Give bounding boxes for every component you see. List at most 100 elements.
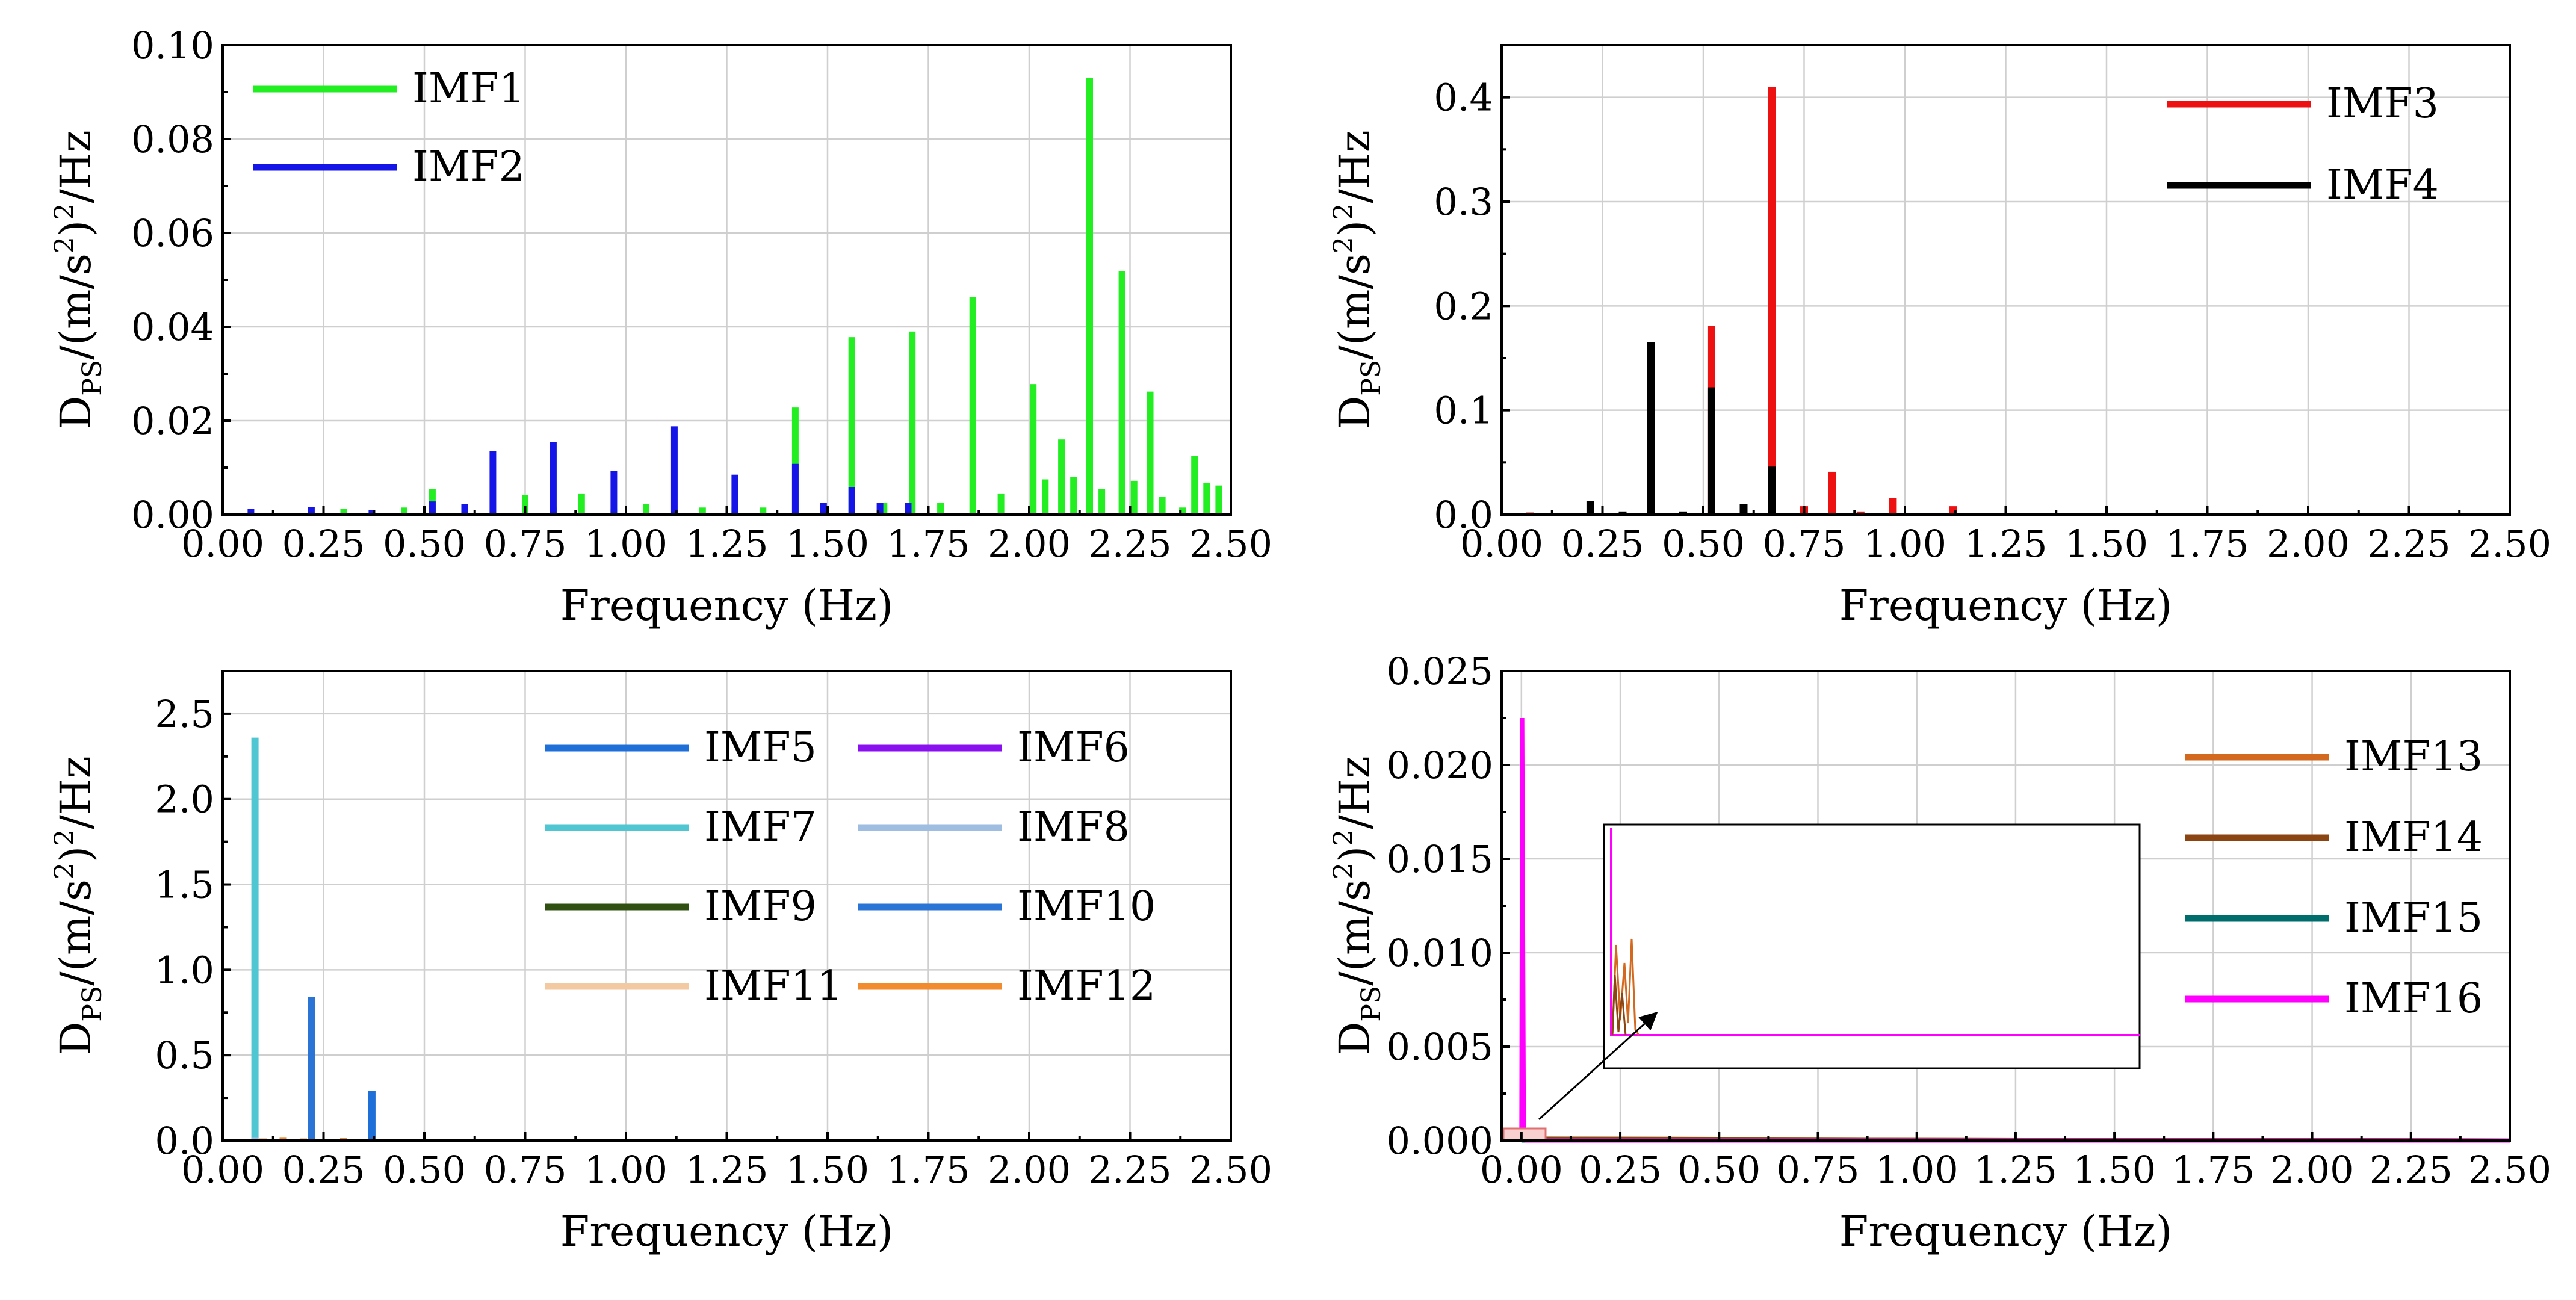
x-tick-label: 0.25 (282, 1148, 365, 1192)
x-axis: 0.00 0.25 0.50 0.75 1.00 1.25 1.50 1.75 2.00 2.25… (181, 1132, 1272, 1192)
bar-imf1-25 (1098, 489, 1106, 515)
legend-label-imf7: IMF7 (704, 803, 817, 851)
bar-imf3-4 (1828, 471, 1836, 515)
bar-imf2-0 (247, 509, 255, 515)
bar-imf1-33 (1215, 485, 1222, 515)
x-tick-label: 0.50 (1677, 1148, 1760, 1192)
x-tick-label: 0.00 (181, 1148, 264, 1192)
bar-imf1-31 (1191, 456, 1198, 515)
bar-imf1-30 (1179, 507, 1186, 515)
x-tick-label: 0.75 (1762, 522, 1845, 566)
chart-panel-bottom-right: 0.00 0.25 0.50 0.75 1.00 1.25 1.50 1.75 2.00 2.25… (1288, 650, 2576, 1300)
y-tick-label: 0.010 (1387, 931, 1494, 975)
bar-imf1-27 (1130, 480, 1138, 515)
y-tick-label: 0.1 (1434, 389, 1493, 433)
chart-panel-top-right: 0.00 0.25 0.50 0.75 1.00 1.25 1.50 1.75 2.00 2.25… (1288, 0, 2576, 650)
x-tick-label: 0.25 (1579, 1148, 1662, 1192)
y-tick-label: 0.10 (131, 23, 214, 67)
x-tick-label: 2.00 (988, 522, 1071, 566)
bar-imf4-3 (1679, 511, 1687, 515)
x-tick-label: 1.00 (1875, 1148, 1958, 1192)
bar-imf2-5 (489, 451, 497, 515)
x-tick-label: 1.25 (685, 522, 768, 566)
x-axis: 0.00 0.25 0.50 0.75 1.00 1.25 1.50 1.75 2.00 2.25… (1460, 506, 2551, 566)
legend: IMF3 IMF4 (2167, 80, 2439, 209)
y-tick-label: 0.000 (1387, 1119, 1494, 1163)
bar-imf1-12 (791, 407, 799, 515)
legend-label-imf3: IMF3 (2326, 80, 2439, 128)
x-tick-label: 1.25 (1974, 1148, 2057, 1192)
x-tick-label: 2.25 (1088, 1148, 1171, 1192)
bar-imf10-0 (308, 997, 315, 1141)
bar-imf1-28 (1147, 391, 1154, 515)
x-tick-label: 1.75 (2172, 1148, 2255, 1192)
inset-line-imf16 (1610, 828, 2140, 1036)
bar-imf2-13 (876, 503, 884, 515)
x-tick-label: 2.25 (1088, 522, 1171, 566)
bar-imf1-22 (1058, 439, 1065, 515)
bar-imf1-19 (997, 493, 1005, 515)
legend-label-imf6: IMF6 (1017, 724, 1130, 772)
chart-svg-bottom-right: 0.00 0.25 0.50 0.75 1.00 1.25 1.50 1.75 2.00 2.25… (1328, 650, 2551, 1256)
inset-line-imf13 (1611, 938, 1640, 1036)
y-tick-label: 0.015 (1387, 837, 1494, 881)
y-tick-label: 0.0 (1434, 493, 1493, 537)
legend-label-imf10: IMF10 (1017, 883, 1156, 930)
y-tick-label: 0.025 (1387, 650, 1494, 693)
x-tick-label: 2.50 (1189, 522, 1272, 566)
bar-imf1-21 (1042, 479, 1049, 515)
bar-imf1-18 (969, 297, 976, 515)
grid (223, 45, 1231, 515)
x-axis-title: Frequency (Hz) (560, 581, 893, 630)
y-axis: 0.0 0.1 0.2 0.3 0.4 (1434, 76, 1510, 537)
x-tick-label: 1.00 (1863, 522, 1946, 566)
x-axis-title: Frequency (Hz) (1839, 1207, 2172, 1256)
x-tick-label: 0.75 (483, 522, 566, 566)
legend-label-imf4: IMF4 (2326, 161, 2439, 209)
legend: IMF1 IMF2 (253, 65, 525, 191)
bar-imf2-1 (308, 507, 315, 515)
x-tick-label: 1.25 (685, 1148, 768, 1192)
y-tick-label: 0.06 (131, 211, 214, 255)
bar-imf4-6 (1768, 466, 1776, 515)
chart-panel-top-left: 0.00 0.25 0.50 0.75 1.00 1.25 1.50 1.75 2.00 2.25… (0, 0, 1288, 650)
bar-imf2-12 (848, 487, 855, 515)
x-tick-label: 0.00 (1480, 1148, 1563, 1192)
y-tick-label: 2.0 (155, 778, 214, 822)
bar-imf2-8 (670, 426, 678, 515)
legend-label-imf2: IMF2 (412, 143, 525, 191)
chart-panel-bottom-left: 0.00 0.25 0.50 0.75 1.00 1.25 1.50 1.75 2.00 2.25… (0, 650, 1288, 1300)
x-tick-label: 1.50 (786, 522, 869, 566)
x-tick-label: 1.50 (786, 1148, 869, 1192)
y-tick-label: 0.04 (131, 305, 214, 349)
data-marks (247, 78, 1222, 515)
bar-imf1-20 (1030, 384, 1037, 515)
y-axis-title: DPS/(m/s2)2/Hz (49, 130, 108, 429)
bar-imf7-0 (251, 737, 259, 1141)
bar-imf1-14 (848, 337, 855, 515)
legend: IMF5 IMF6 IMF7 IMF8 IMF9 IMF10 IMF11 IMF12 (545, 724, 1156, 1010)
x-tick-label: 2.25 (2370, 1148, 2453, 1192)
bar-imf1-15 (881, 503, 888, 515)
y-axis: 0.00 0.02 0.04 0.06 0.08 0.10 (131, 23, 231, 537)
x-tick-label: 1.50 (2065, 522, 2148, 566)
x-tick-label: 2.50 (1189, 1148, 1272, 1192)
y-tick-label: 0.3 (1434, 180, 1493, 224)
x-tick-label: 0.25 (1561, 522, 1644, 566)
bar-imf2-6 (550, 442, 557, 515)
legend-label-imf8: IMF8 (1017, 803, 1130, 851)
bar-imf1-6 (578, 493, 585, 515)
bar-imf1-16 (909, 331, 916, 515)
x-axis: 0.00 0.25 0.50 0.75 1.00 1.25 1.50 1.75 2.00 2.25… (181, 506, 1272, 566)
zoom-inset (1502, 823, 2141, 1142)
legend-label-imf14: IMF14 (2344, 814, 2483, 861)
chart-svg-bottom-left: 0.00 0.25 0.50 0.75 1.00 1.25 1.50 1.75 2.00 2.25… (49, 670, 1272, 1256)
bar-imf3-2 (1768, 87, 1776, 515)
y-axis-title: DPS/(m/s2)2/Hz (1328, 130, 1387, 429)
bar-imf4-0 (1586, 501, 1594, 515)
x-tick-label: 2.50 (2468, 522, 2551, 566)
bar-imf1-4 (522, 495, 528, 515)
y-tick-label: 1.0 (155, 948, 214, 992)
bar-imf1-8 (643, 504, 649, 515)
